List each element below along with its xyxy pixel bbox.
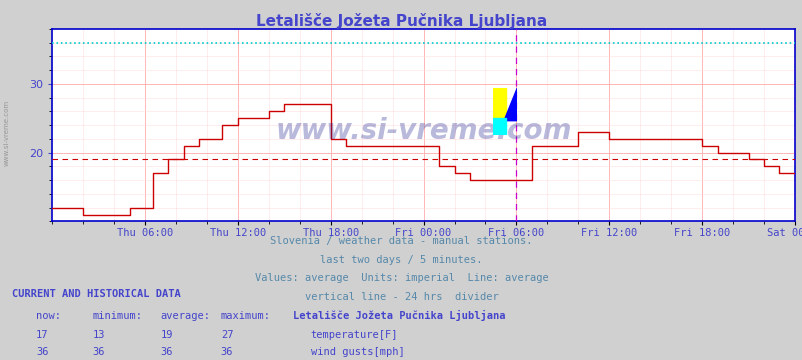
Text: maximum:: maximum: — [221, 311, 270, 321]
Text: www.si-vreme.com: www.si-vreme.com — [3, 100, 10, 166]
Text: minimum:: minimum: — [92, 311, 142, 321]
Text: Values: average  Units: imperial  Line: average: Values: average Units: imperial Line: av… — [254, 273, 548, 283]
Text: last two days / 5 minutes.: last two days / 5 minutes. — [320, 255, 482, 265]
Text: 36: 36 — [221, 347, 233, 357]
Text: CURRENT AND HISTORICAL DATA: CURRENT AND HISTORICAL DATA — [12, 289, 180, 299]
Text: 13: 13 — [92, 330, 105, 341]
Text: 27: 27 — [221, 330, 233, 341]
Text: 36: 36 — [36, 347, 49, 357]
Bar — [492, 88, 506, 121]
Text: Letališče Jožeta Pučnika Ljubljana: Letališče Jožeta Pučnika Ljubljana — [293, 310, 505, 321]
Text: wind gusts[mph]: wind gusts[mph] — [310, 347, 404, 357]
Text: average:: average: — [160, 311, 210, 321]
Text: Slovenia / weather data - manual stations.: Slovenia / weather data - manual station… — [270, 236, 532, 246]
Text: 36: 36 — [92, 347, 105, 357]
Text: temperature[F]: temperature[F] — [310, 330, 398, 341]
Text: 36: 36 — [160, 347, 173, 357]
Polygon shape — [504, 88, 516, 121]
Bar — [492, 118, 506, 135]
Text: now:: now: — [36, 311, 61, 321]
Text: www.si-vreme.com: www.si-vreme.com — [275, 117, 571, 145]
Text: 19: 19 — [160, 330, 173, 341]
Text: vertical line - 24 hrs  divider: vertical line - 24 hrs divider — [304, 292, 498, 302]
Text: Letališče Jožeta Pučnika Ljubljana: Letališče Jožeta Pučnika Ljubljana — [256, 13, 546, 28]
Text: 17: 17 — [36, 330, 49, 341]
